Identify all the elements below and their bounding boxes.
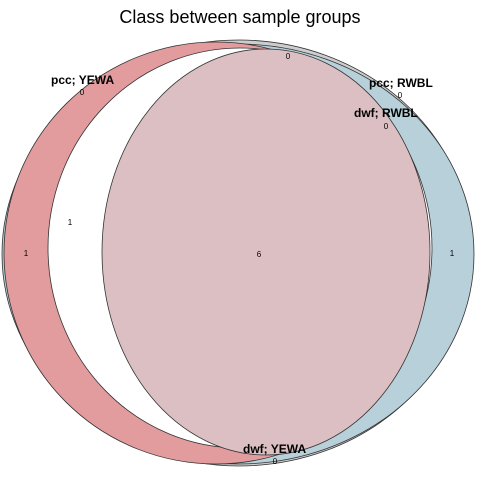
set-label-pcc-yewa: pcc; YEWA [51,73,114,87]
set-label-pcc-rwbl: pcc; RWBL [369,76,433,90]
set-label-dwf-yewa: dwf; YEWA [243,442,306,456]
region-count-pcc-yewa-dwf-yewa: 1 [68,218,73,227]
region-count-top-gap: 0 [286,52,291,61]
set-ellipse-dwf-rwbl [101,48,431,456]
region-count-bottom: 0 [273,457,278,466]
region-count-pcc-yewa-only: 1 [24,249,29,258]
region-count-all-four: 6 [257,250,262,259]
set-label-dwf-rwbl: dwf; RWBL [354,106,418,120]
region-count-pcc-rwbl-only: 1 [450,249,455,258]
region-count-dwf-rwbl-label: 0 [384,122,389,131]
region-count-pcc-rwbl-label: 0 [398,91,403,100]
diagram-title: Class between sample groups [119,7,360,27]
region-count-pcc-yewa-label: 0 [80,88,85,97]
